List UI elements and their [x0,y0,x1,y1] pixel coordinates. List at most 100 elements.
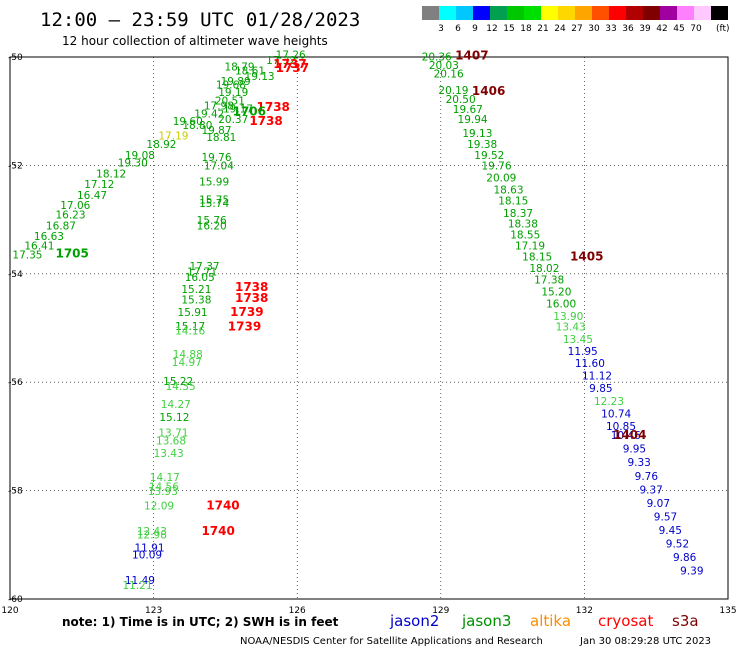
pass-time-labels: 1737173717381738170617051738173817391739… [55,49,646,538]
swh-point-label: 9.33 [627,457,650,469]
swh-point-label: 12.09 [144,501,174,513]
swh-point-label: 11.49 [125,575,155,587]
swh-point-label: 16.47 [77,190,107,202]
colorbar-label: 9 [472,24,478,34]
y-tick-label: -50 [8,53,23,63]
colorbar-swatch [677,6,694,20]
swh-point-label: 10.85 [606,421,636,433]
colorbar-swatch [524,6,541,20]
swh-point-label: 14.16 [175,326,205,338]
swh-point-label: 11.12 [582,370,612,382]
swh-point-label: 17.19 [158,130,188,142]
wave-height-points: 17.2617.3218.7918.6119.1319.8919.6819.19… [12,50,703,593]
pass-time-label: 1405 [570,249,603,263]
swh-point-label: 20.50 [446,94,476,106]
colorbar-label: 36 [622,24,634,34]
colorbar-swatch [507,6,524,20]
colorbar-swatch [660,6,677,20]
swh-point-label: 10.09 [132,549,162,561]
swh-point-label: 16.20 [197,220,227,232]
colorbar-label: 3 [438,24,444,34]
x-tick-label: 126 [289,606,306,616]
colorbar-label: 15 [503,24,514,34]
swh-point-label: 20.09 [486,173,516,185]
swh-point-label: 19.17 [223,103,253,115]
swh-point-label: 15.75 [199,194,229,206]
footer-note: note: 1) Time is in UTC; 2) SWH is in fe… [62,615,339,629]
swh-point-label: 17.32 [266,55,296,67]
y-tick-label: -52 [8,161,23,171]
mission-label: altika [530,612,571,630]
swh-point-label: 12.23 [594,396,624,408]
pass-time-label: 1739 [230,305,263,319]
swh-point-label: 14.97 [172,357,202,369]
swh-point-label: 16.41 [24,240,54,252]
swh-point-label: 17.37 [190,261,220,273]
swh-point-label: 20.37 [218,114,248,126]
pass-time-label: 1738 [235,280,268,294]
swh-point-label: 18.81 [206,132,236,144]
swh-point-label: 13.71 [158,427,188,439]
colorbar-swatch [558,6,575,20]
swh-point-label: 15.20 [541,286,571,298]
swh-point-label: 15.21 [181,284,211,296]
swh-point-label: 11.91 [134,542,164,554]
swh-point-label: 19.13 [245,71,275,83]
swh-point-label: 18.37 [503,208,533,220]
swh-point-label: 20.51 [215,96,245,108]
chart-title: 12:00 – 23:59 UTC 01/28/2023 [40,9,360,31]
swh-point-label: 18.80 [182,120,212,132]
swh-point-label: 17.71 [187,266,217,278]
swh-point-label: 15.22 [163,376,193,388]
swh-point-label: 10.74 [601,408,631,420]
swh-point-label: 19.67 [453,104,483,116]
colorbar-label: 39 [639,24,651,34]
colorbar-label: 30 [588,24,600,34]
pass-time-label: 1407 [455,49,488,63]
colorbar-swatch [490,6,507,20]
swh-point-label: 19.08 [125,150,155,162]
swh-point-label: 16.87 [46,220,76,232]
footer-timestamp: Jan 30 08:29:28 UTC 2023 [579,636,711,647]
swh-point-label: 9.39 [680,566,703,578]
swh-point-label: 18.12 [96,168,126,180]
colorbar-unit: (ft) [716,24,730,34]
colorbar-label: 21 [537,24,548,34]
swh-point-label: 17.26 [276,50,306,62]
swh-point-label: 18.63 [493,185,523,197]
swh-point-label: 18.61 [235,65,265,77]
swh-point-label: 15.17 [175,321,205,333]
pass-time-label: 1737 [273,57,306,71]
colorbar-label: 12 [486,24,497,34]
swh-point-label: 12.43 [137,526,167,538]
swh-point-label: 9.07 [647,498,670,510]
swh-point-label: 15.99 [199,176,229,188]
swh-point-label: 9.57 [654,511,677,523]
swh-point-label: 19.60 [173,116,203,128]
colorbar-label: 6 [455,24,461,34]
x-tick-labels: 120 123 126 129 132 135 [1,606,736,616]
swh-point-label: 9.85 [589,383,612,395]
swh-point-label: 14.88 [173,349,203,361]
colorbar-swatch [626,6,643,20]
swh-point-label: 15.38 [181,295,211,307]
swh-point-label: 16.00 [546,298,576,310]
swh-point-label: 19.94 [458,114,488,126]
pass-time-label: 1404 [613,428,646,442]
plot-frame [9,56,729,600]
swh-point-label: 20.16 [434,69,464,81]
mission-label: jason2 [389,612,439,630]
swh-point-label: 16.05 [185,272,215,284]
swh-point-label: 19.76 [481,161,511,173]
mission-label: s3a [672,612,699,630]
colorbar-swatch [439,6,456,20]
swh-point-label: 9.37 [639,484,662,496]
mission-label: jason3 [461,612,511,630]
chart-subtitle: 12 hour collection of altimeter wave hei… [62,34,328,48]
swh-point-label: 12.98 [137,529,167,541]
swh-point-label: 9.76 [635,471,659,483]
swh-point-label: 13.68 [156,436,186,448]
swh-point-label: 18.02 [529,263,559,275]
pass-time-label: 1740 [201,524,234,538]
y-tick-label: -54 [8,270,23,280]
